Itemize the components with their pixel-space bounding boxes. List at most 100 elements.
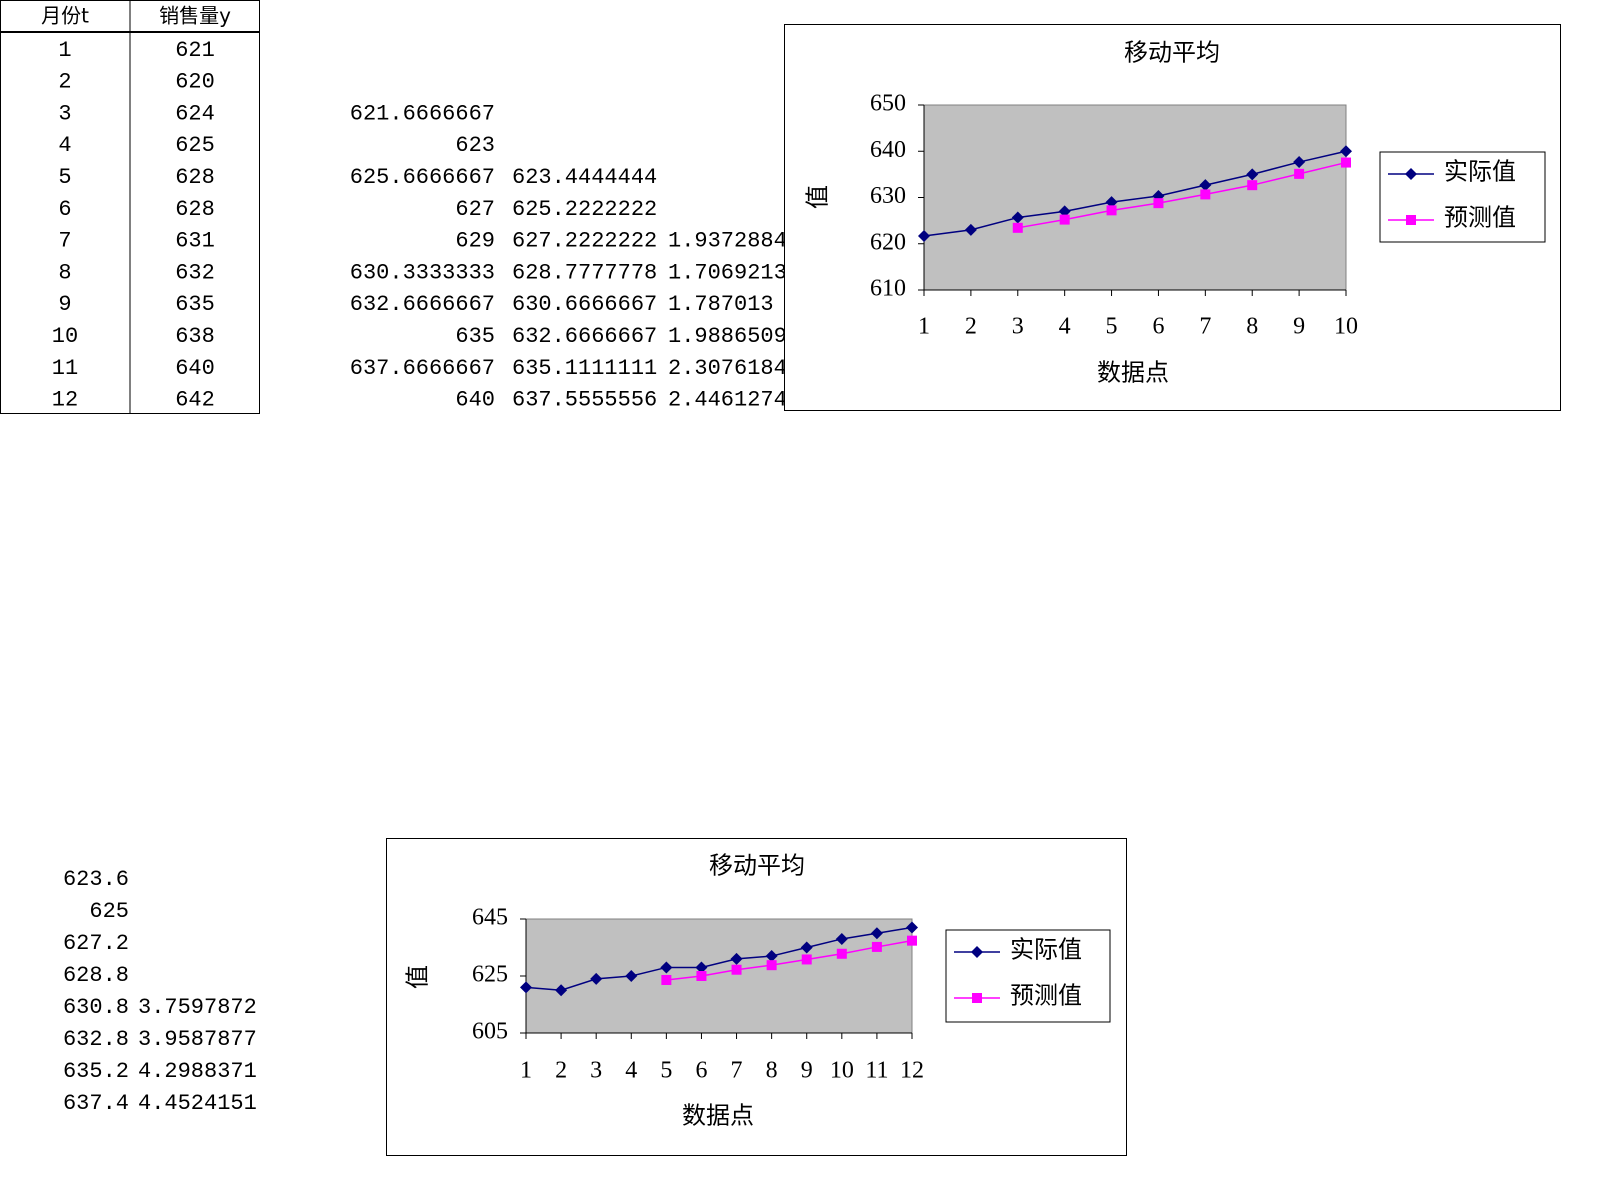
marker (1247, 180, 1258, 191)
marker (766, 960, 777, 971)
cell: 635.2 (63, 1059, 129, 1084)
table-header: 销售量y (159, 4, 231, 28)
marker (1405, 168, 1417, 180)
cell: 3.9587877 (138, 1027, 257, 1052)
cell: 2.3076184 (668, 356, 787, 381)
cell: 630.6666667 (512, 292, 657, 317)
x-tick-label: 2 (555, 1058, 567, 1084)
table-cell: 638 (175, 324, 215, 349)
x-tick-label: 9 (801, 1058, 813, 1084)
cell: 627 (455, 197, 495, 222)
cell: 3.7597872 (138, 995, 257, 1020)
y-tick-label: 625 (472, 962, 508, 988)
marker (1246, 168, 1259, 181)
series-line (525, 926, 913, 992)
x-tick-label: 9 (1293, 314, 1305, 340)
legend (945, 929, 1111, 1023)
x-tick-label: 3 (590, 1058, 602, 1084)
x-tick-label: 7 (1199, 314, 1211, 340)
marker (765, 950, 778, 963)
table-cell: 4 (58, 133, 71, 158)
cell: 635 (455, 324, 495, 349)
marker (1058, 205, 1071, 218)
x-tick-label: 2 (965, 314, 977, 340)
table-cell: 7 (58, 229, 71, 254)
x-tick-label: 4 (1059, 314, 1071, 340)
series-line (1017, 161, 1347, 229)
cell: 632.8 (63, 1027, 129, 1052)
cell: 630.3333333 (350, 260, 495, 285)
marker (1293, 156, 1306, 169)
cell: 637.5555556 (512, 388, 657, 413)
x-tick-label: 1 (520, 1058, 532, 1084)
marker (964, 223, 977, 236)
marker (1059, 214, 1070, 225)
marker (555, 984, 568, 997)
marker (918, 230, 930, 243)
table-cell: 625 (175, 133, 215, 158)
marker (972, 993, 982, 1003)
chart-title: 移动平均 (709, 853, 805, 880)
y-axis-label: 值 (805, 185, 832, 209)
x-tick-label: 11 (865, 1058, 888, 1084)
legend-label: 实际值 (1010, 937, 1082, 964)
marker (1199, 179, 1212, 192)
marker (696, 971, 707, 981)
legend (1379, 151, 1546, 243)
marker (1340, 145, 1352, 158)
marker (801, 954, 812, 965)
cell: 637.4 (63, 1091, 129, 1116)
marker (625, 970, 638, 982)
marker (1200, 189, 1211, 200)
table-cell: 624 (175, 101, 215, 126)
x-tick-label: 8 (766, 1058, 778, 1084)
cell: 637.6666667 (350, 356, 495, 381)
y-tick-label: 605 (472, 1019, 508, 1045)
cell: 625 (89, 899, 129, 924)
legend-label: 预测值 (1444, 205, 1516, 232)
marker (1011, 211, 1024, 224)
marker (971, 946, 983, 958)
table-cell: 3 (58, 101, 71, 126)
table-cell: 8 (58, 260, 71, 285)
cell: 629 (455, 229, 495, 254)
marker (731, 964, 742, 975)
plot-area (923, 104, 1347, 291)
cell: 625.6666667 (350, 165, 495, 190)
cell: 640 (455, 388, 495, 413)
table-cell: 642 (175, 388, 215, 413)
chart-title: 移动平均 (1124, 40, 1220, 67)
cell: 1.787013 (668, 292, 774, 317)
cell: 627.2 (63, 931, 129, 956)
marker (836, 948, 847, 959)
plot-area (525, 918, 913, 1034)
marker (1294, 168, 1305, 179)
x-tick-label: 3 (1012, 314, 1024, 340)
table-header: 月份t (41, 4, 89, 28)
y-tick-label: 610 (870, 276, 906, 302)
table-cell: 6 (58, 197, 71, 222)
cell: 635.1111111 (512, 356, 657, 381)
cell: 623.6 (63, 867, 129, 892)
marker (835, 932, 848, 945)
marker (660, 961, 673, 974)
cell: 628.8 (63, 963, 129, 988)
y-tick-label: 645 (472, 905, 508, 931)
cell: 632.6666667 (512, 324, 657, 349)
cell: 1.9372884 (668, 229, 787, 254)
cell: 1.7069213 (668, 260, 787, 285)
table-cell: 620 (175, 70, 215, 95)
x-tick-label: 6 (695, 1058, 707, 1084)
cell: 630.8 (63, 995, 129, 1020)
marker (870, 927, 883, 940)
x-axis-label: 数据点 (1097, 360, 1169, 387)
marker (695, 961, 708, 974)
cell: 625.2222222 (512, 197, 657, 222)
y-tick-label: 650 (870, 91, 906, 117)
cell: 2.4461274 (668, 388, 787, 413)
table-cell: 628 (175, 165, 215, 190)
marker (590, 972, 603, 985)
